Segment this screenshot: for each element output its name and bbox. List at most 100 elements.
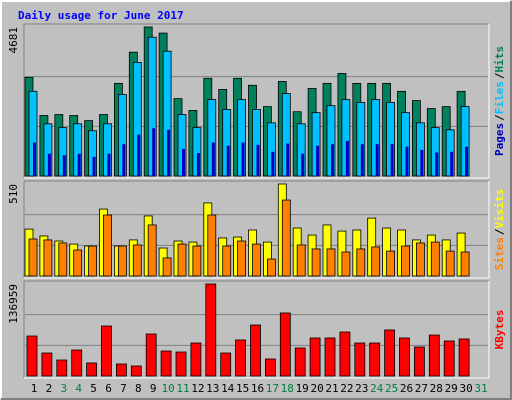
bar xyxy=(296,244,306,277)
x-tick-label: 6 xyxy=(105,382,112,395)
bar xyxy=(103,214,112,277)
bar xyxy=(162,257,172,277)
x-tick-label: 3 xyxy=(60,382,67,395)
y-tick-label: 510 xyxy=(7,184,20,204)
legend-separator: / xyxy=(493,114,506,121)
legend: Sites /Visits xyxy=(493,189,506,271)
bar xyxy=(384,329,396,377)
bar xyxy=(130,365,142,377)
bar xyxy=(286,143,290,176)
legend-separator: / xyxy=(493,228,506,235)
bar xyxy=(316,145,320,176)
bar xyxy=(175,351,187,377)
bar xyxy=(326,248,336,277)
bar xyxy=(309,337,321,377)
bar xyxy=(405,146,409,176)
x-tick-label: 9 xyxy=(150,382,157,395)
bar xyxy=(281,199,291,277)
bar xyxy=(177,243,187,277)
x-tick-label: 5 xyxy=(90,382,97,395)
bar xyxy=(211,142,215,176)
bar xyxy=(360,144,364,176)
panel-bevel-light xyxy=(24,281,490,379)
bar xyxy=(356,248,366,277)
bar xyxy=(445,250,455,277)
legend-entry: KBytes xyxy=(493,310,506,350)
bar xyxy=(26,335,38,377)
x-tick-label: 18 xyxy=(281,382,294,395)
bar xyxy=(435,152,439,176)
bar xyxy=(43,239,53,277)
legend: Pages/Files/Hits xyxy=(493,46,506,156)
legend-separator: / xyxy=(493,72,506,79)
bar xyxy=(92,156,96,176)
bar xyxy=(235,339,247,377)
bar xyxy=(345,140,349,176)
bar xyxy=(41,352,53,377)
x-tick-label: 8 xyxy=(135,382,142,395)
bar xyxy=(266,258,276,277)
bar xyxy=(271,151,275,176)
x-tick-label: 17 xyxy=(266,382,279,395)
panel-bevel-dark xyxy=(23,23,489,178)
bar xyxy=(413,346,425,377)
bar xyxy=(241,142,245,176)
chart-title: Daily usage for June 2017 xyxy=(18,9,184,22)
bar xyxy=(226,145,230,176)
bar xyxy=(160,350,172,377)
bar xyxy=(62,155,66,176)
bar xyxy=(460,251,470,277)
bar xyxy=(222,245,232,277)
x-tick-label: 29 xyxy=(445,382,458,395)
x-tick-label: 30 xyxy=(459,382,472,395)
x-tick-label: 21 xyxy=(325,382,338,395)
bar xyxy=(339,331,351,377)
bar xyxy=(122,144,126,176)
bar xyxy=(324,337,336,377)
x-tick-label: 25 xyxy=(385,382,398,395)
panel-bevel-dark xyxy=(23,180,489,278)
bar xyxy=(311,248,321,277)
bar xyxy=(47,153,51,176)
x-tick-label: 15 xyxy=(236,382,249,395)
bar xyxy=(118,245,127,277)
bar xyxy=(354,342,366,377)
bar xyxy=(386,250,396,277)
bar xyxy=(132,244,142,277)
bar xyxy=(294,347,306,377)
x-tick-label: 23 xyxy=(355,382,368,395)
bar xyxy=(137,134,141,176)
bar xyxy=(428,334,440,377)
bar xyxy=(256,144,260,176)
bar xyxy=(190,342,202,377)
x-tick-label: 12 xyxy=(191,382,204,395)
legend-entry: Hits xyxy=(493,46,506,73)
x-tick-label: 11 xyxy=(176,382,189,395)
bar xyxy=(77,153,81,176)
bar xyxy=(331,144,334,176)
bar xyxy=(371,246,381,277)
bar xyxy=(116,363,127,377)
bar xyxy=(167,129,171,176)
bar xyxy=(58,242,68,277)
x-tick-label: 7 xyxy=(120,382,127,395)
bar xyxy=(301,153,305,176)
bar xyxy=(237,240,247,277)
x-tick-label: 16 xyxy=(251,382,264,395)
x-tick-label: 31 xyxy=(474,382,487,395)
x-tick-label: 20 xyxy=(310,382,323,395)
bar xyxy=(182,148,185,176)
bar xyxy=(101,325,112,377)
x-tick-label: 14 xyxy=(221,382,235,395)
bar xyxy=(107,153,111,176)
bar xyxy=(465,146,469,176)
x-tick-label: 10 xyxy=(161,382,174,395)
bar xyxy=(399,337,410,377)
legend: KBytes xyxy=(493,310,506,350)
bar xyxy=(73,249,83,277)
x-tick-label: 4 xyxy=(75,382,82,395)
bar xyxy=(88,245,97,277)
